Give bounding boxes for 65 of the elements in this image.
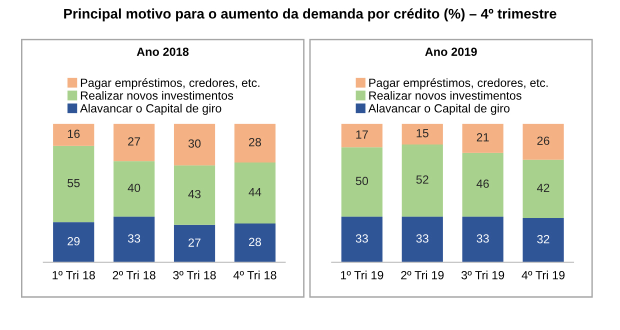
legend-label: Alavancar o Capital de giro <box>80 104 222 115</box>
data-label: 15 <box>416 129 428 138</box>
bar <box>114 124 155 162</box>
x-tick-label: 4º Tri 19 <box>522 270 565 280</box>
data-label: 21 <box>476 133 489 142</box>
bar <box>234 162 276 224</box>
x-tick-label: 1º Tri 19 <box>340 270 384 280</box>
data-label: 44 <box>248 188 262 196</box>
bar <box>114 216 155 262</box>
data-label: 50 <box>356 176 368 186</box>
bar <box>114 161 155 217</box>
data-label: 33 <box>128 234 140 243</box>
legend-label: Alavancar o Capital de giro <box>368 104 510 115</box>
bar <box>402 144 443 217</box>
data-label: 32 <box>537 234 550 244</box>
data-label: 30 <box>188 139 201 148</box>
data-label: 27 <box>128 137 140 146</box>
data-label: 52 <box>416 175 428 184</box>
x-tick-label: 1º Tri 18 <box>52 270 95 280</box>
bar <box>462 216 504 262</box>
data-label: 28 <box>249 238 262 246</box>
bar <box>341 124 382 148</box>
x-tick-label: 2º Tri 18 <box>112 270 156 280</box>
bar <box>234 224 276 262</box>
bar <box>174 224 216 262</box>
chart-subtitle: Ano 2018 <box>136 48 189 56</box>
bar <box>341 147 382 217</box>
data-label: 42 <box>536 184 550 192</box>
x-tick-label: 3º Tri 19 <box>461 270 504 280</box>
data-label: 29 <box>68 237 80 246</box>
bar <box>462 152 504 217</box>
x-tick-label: 3º Tri 18 <box>173 270 216 280</box>
data-label: 46 <box>476 180 489 188</box>
chart-subtitle: Ano 2019 <box>425 48 477 56</box>
legend-label: Pagar empréstimos, credores, etc. <box>369 78 548 90</box>
bar <box>522 218 564 262</box>
bar <box>522 160 564 218</box>
data-label: 33 <box>356 234 368 243</box>
bar <box>53 222 94 262</box>
data-label: 33 <box>476 234 489 243</box>
legend-label: Pagar empréstimos, credores, etc. <box>80 78 260 90</box>
bar <box>53 124 94 146</box>
data-label: 16 <box>68 130 80 138</box>
data-label: 27 <box>188 238 200 247</box>
x-tick-label: 2º Tri 19 <box>401 270 444 280</box>
legend-label: Realizar novos investimentos <box>369 91 522 100</box>
x-tick-label: 4º Tri 18 <box>233 270 276 280</box>
legend-label: Realizar novos investimentos <box>80 91 234 100</box>
chart-title: Principal motivo para o aumento da demanda por crédito (%) – 4º trimestre <box>64 8 556 22</box>
data-label: 28 <box>249 138 262 146</box>
data-label: 26 <box>537 136 550 145</box>
data-label: 17 <box>356 130 368 139</box>
data-label: 40 <box>128 184 140 192</box>
bar <box>462 124 504 153</box>
bar <box>341 216 382 262</box>
bar <box>234 124 276 163</box>
bar <box>53 146 94 222</box>
bar <box>402 124 443 145</box>
bar <box>402 216 443 262</box>
bar <box>174 124 216 166</box>
bar <box>522 124 564 160</box>
data-label: 33 <box>416 234 428 243</box>
data-label: 55 <box>68 178 80 188</box>
bar <box>174 165 216 225</box>
data-label: 43 <box>188 190 201 198</box>
